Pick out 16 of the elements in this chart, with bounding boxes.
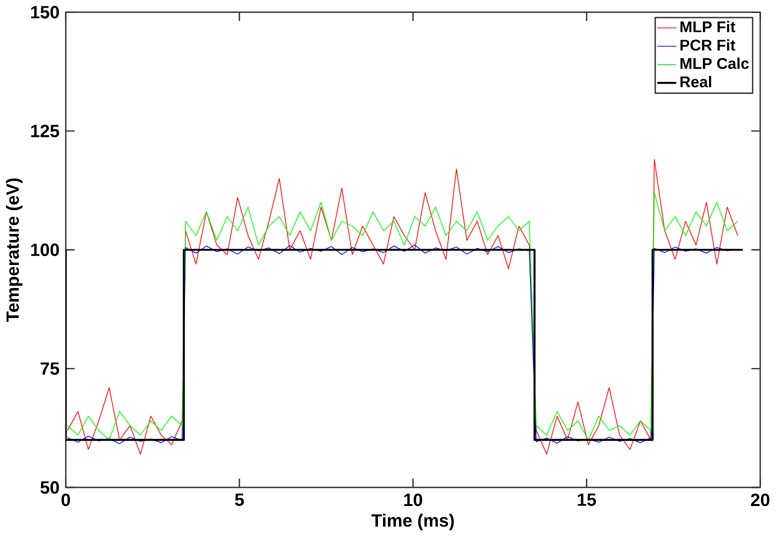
- legend-label: MLP Calc: [680, 58, 749, 69]
- y-tick-label: 100: [31, 243, 59, 256]
- y-tick-label: 150: [31, 6, 59, 18]
- x-tick-label: 0: [62, 493, 70, 506]
- x-tick-label: 20: [750, 493, 770, 506]
- y-axis-title: Temperature (eV): [6, 178, 22, 322]
- legend-label: Real: [680, 76, 712, 88]
- legend-label: PCR Fit: [680, 39, 736, 51]
- x-tick-label: 15: [578, 493, 596, 506]
- x-tick-label: 5: [235, 493, 244, 506]
- y-tick-label: 125: [31, 124, 60, 138]
- x-axis-title: Time (ms): [371, 514, 454, 530]
- y-tick-label: 75: [40, 362, 60, 375]
- legend-label: MLP Fit: [680, 20, 736, 32]
- y-tick-label: 50: [40, 481, 59, 494]
- x-tick-label: 10: [404, 493, 422, 506]
